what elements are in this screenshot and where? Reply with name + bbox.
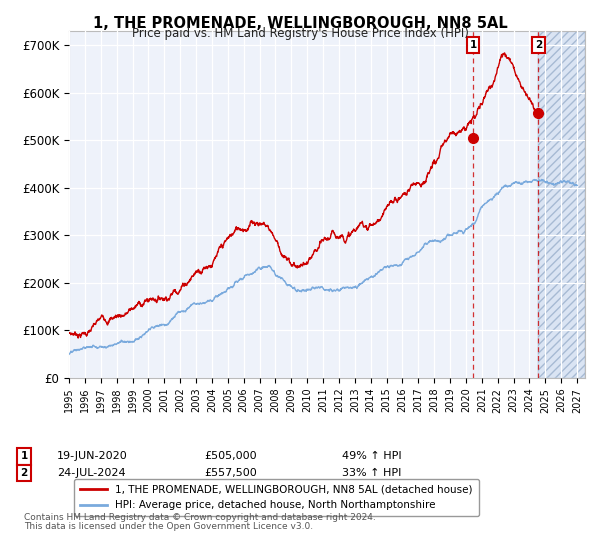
- Text: 2: 2: [20, 468, 28, 478]
- Text: 1: 1: [20, 451, 28, 461]
- Text: 49% ↑ HPI: 49% ↑ HPI: [342, 451, 401, 461]
- Text: Contains HM Land Registry data © Crown copyright and database right 2024.: Contains HM Land Registry data © Crown c…: [24, 513, 376, 522]
- Bar: [538, 31, 585, 378]
- Text: This data is licensed under the Open Government Licence v3.0.: This data is licensed under the Open Gov…: [24, 522, 313, 531]
- Text: 19-JUN-2020: 19-JUN-2020: [57, 451, 128, 461]
- Text: £557,500: £557,500: [204, 468, 257, 478]
- Text: 1: 1: [470, 40, 477, 50]
- Text: Price paid vs. HM Land Registry's House Price Index (HPI): Price paid vs. HM Land Registry's House …: [131, 27, 469, 40]
- Text: 24-JUL-2024: 24-JUL-2024: [57, 468, 125, 478]
- Text: 1, THE PROMENADE, WELLINGBOROUGH, NN8 5AL: 1, THE PROMENADE, WELLINGBOROUGH, NN8 5A…: [92, 16, 508, 31]
- Text: 2: 2: [535, 40, 542, 50]
- Text: 33% ↑ HPI: 33% ↑ HPI: [342, 468, 401, 478]
- Legend: 1, THE PROMENADE, WELLINGBOROUGH, NN8 5AL (detached house), HPI: Average price, : 1, THE PROMENADE, WELLINGBOROUGH, NN8 5A…: [74, 479, 479, 516]
- Bar: [538, 31, 585, 378]
- Text: £505,000: £505,000: [204, 451, 257, 461]
